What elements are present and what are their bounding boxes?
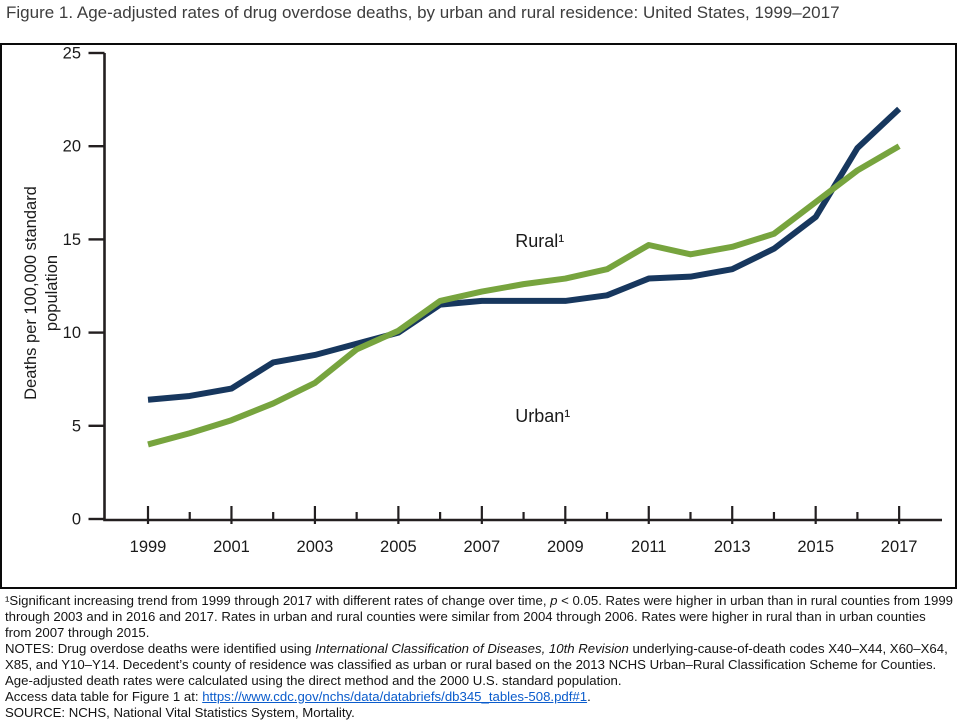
x-tick-label: 2003 xyxy=(297,538,334,556)
x-tick-label: 1999 xyxy=(130,538,167,556)
footnotes: ¹Significant increasing trend from 1999 … xyxy=(5,593,953,721)
x-tick-label: 2015 xyxy=(797,538,834,556)
series-line-rural xyxy=(147,143,901,448)
y-tick-label: 15 xyxy=(63,231,81,249)
figure-title: Figure 1. Age-adjusted rates of drug ove… xyxy=(6,3,840,22)
x-tick-label: 2007 xyxy=(463,538,500,556)
italic-p: p xyxy=(550,593,558,608)
y-tick-label: 25 xyxy=(63,45,81,63)
figure-box: 0 5 10 15 20 25 1999 2001 2003 2005 2007 2009 2011 20… xyxy=(0,43,957,589)
footnote-access: Access data table for Figure 1 at: https… xyxy=(5,688,591,704)
footnote-significance: ¹Significant increasing trend from 1999 … xyxy=(5,593,953,640)
x-tick-label: 2009 xyxy=(547,538,584,556)
icd-title: International Classification of Diseases… xyxy=(315,640,629,656)
series-label-urban: Urban¹ xyxy=(515,406,570,426)
y-tick-label: 5 xyxy=(72,417,81,435)
y-tick-label: 0 xyxy=(72,511,81,529)
y-axis-title: Deaths per 100,000 standard population xyxy=(22,186,61,400)
x-tick-label: 2017 xyxy=(881,538,918,556)
series-label-rural: Rural¹ xyxy=(515,231,564,251)
x-tick-label: 2005 xyxy=(380,538,417,556)
x-tick-label: 2013 xyxy=(714,538,751,556)
line-chart: 0 5 10 15 20 25 1999 2001 2003 2005 2007 2009 2011 20… xyxy=(63,45,942,556)
footnote-source: SOURCE: NCHS, National Vital Statistics … xyxy=(5,704,355,720)
y-tick-label: 20 xyxy=(63,138,81,156)
data-table-link[interactable]: https://www.cdc.gov/nchs/data/databriefs… xyxy=(202,688,588,704)
footnote-notes: NOTES: Drug overdose deaths were identif… xyxy=(5,640,948,688)
y-tick-label: 10 xyxy=(63,324,81,342)
x-tick-label: 2011 xyxy=(631,538,666,556)
x-tick-label: 2001 xyxy=(213,538,250,556)
series-line-urban xyxy=(147,106,902,403)
